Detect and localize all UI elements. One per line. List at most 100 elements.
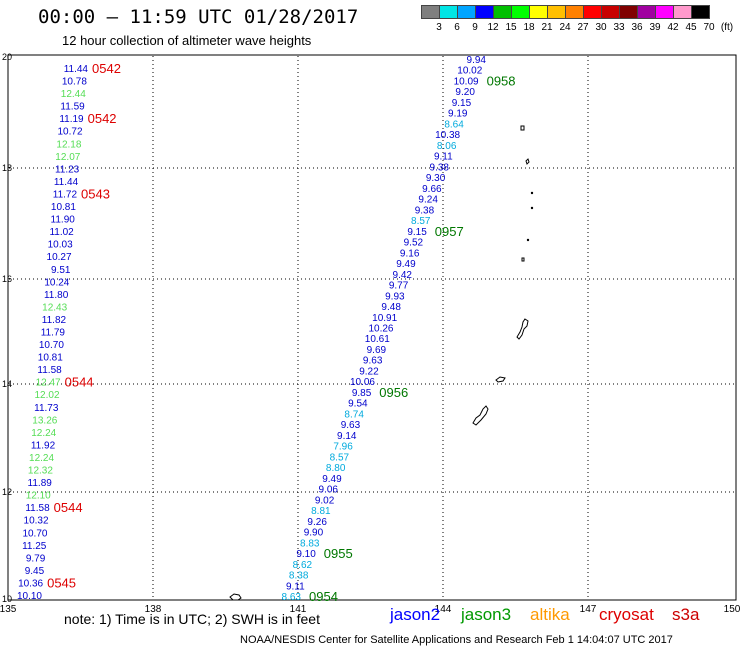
legend-label: 27 xyxy=(577,22,589,33)
wave-height-value: 9.20 xyxy=(455,87,475,98)
wave-height-value: 10.61 xyxy=(365,334,390,345)
legend-label: 36 xyxy=(631,22,643,33)
legend-label: 30 xyxy=(595,22,607,33)
wave-height-value: 9.38 xyxy=(430,162,450,173)
wave-height-value: 9.63 xyxy=(341,420,361,431)
wave-height-value: 8.83 xyxy=(300,538,320,549)
wave-height-value: 9.22 xyxy=(359,366,379,377)
track-right: 9.9410.0210.099.209.159.198.6410.388.069… xyxy=(282,55,516,604)
legend-label: 6 xyxy=(454,22,460,33)
wave-height-value: 11.23 xyxy=(55,164,80,175)
lat-label: 20 xyxy=(2,52,12,62)
wave-height-value: 12.47 xyxy=(36,378,61,389)
wave-height-value: 8.81 xyxy=(311,506,331,517)
pass-time-label: 0957 xyxy=(435,224,464,239)
pass-time-label: 0544 xyxy=(65,375,94,390)
wave-height-value: 9.77 xyxy=(389,281,409,292)
wave-height-value: 13.26 xyxy=(32,415,57,426)
wave-height-value: 8.80 xyxy=(326,463,346,474)
wave-height-value: 11.73 xyxy=(34,403,59,414)
grid-lines xyxy=(9,56,735,599)
wave-height-value: 9.85 xyxy=(352,388,372,399)
legend-label: 70 xyxy=(703,22,715,33)
wave-height-value: 7.96 xyxy=(333,442,353,453)
lat-label: 16 xyxy=(2,274,12,284)
map-title: 00:00 – 11:59 UTC 01/28/2017 xyxy=(38,6,359,28)
wave-height-value: 11.02 xyxy=(49,227,74,238)
island-shape xyxy=(526,238,530,242)
pass-time-label: 0542 xyxy=(92,61,121,76)
wave-height-value: 11.72 xyxy=(53,189,78,200)
legend-label: 42 xyxy=(667,22,679,33)
wave-height-value: 9.15 xyxy=(407,227,427,238)
wave-height-value: 11.25 xyxy=(22,541,47,552)
legend-label: 3 xyxy=(436,22,442,33)
island-shape xyxy=(472,405,489,426)
wave-height-value: 11.59 xyxy=(60,102,85,113)
wave-height-value: 9.48 xyxy=(381,302,401,313)
wave-height-value: 10.27 xyxy=(47,252,72,263)
wave-height-value: 10.32 xyxy=(24,516,49,527)
satellite-cryosat: cryosat xyxy=(599,605,654,624)
satellite-altika: altika xyxy=(530,605,570,624)
wave-height-value: 9.16 xyxy=(400,248,420,259)
legend-label: 18 xyxy=(523,22,535,33)
wave-height-value: 9.10 xyxy=(296,549,316,560)
legend-label: 15 xyxy=(505,22,517,33)
wave-height-value: 12.18 xyxy=(56,139,81,150)
island-shape xyxy=(520,125,525,131)
wave-height-value: 12.32 xyxy=(28,466,53,477)
wave-height-value: 9.66 xyxy=(422,184,442,195)
wave-height-value: 10.38 xyxy=(435,130,460,141)
wave-height-value: 9.69 xyxy=(367,345,387,356)
pass-time-label: 0545 xyxy=(47,575,76,590)
lat-label: 18 xyxy=(2,163,12,173)
wave-height-value: 8.57 xyxy=(330,452,350,463)
island-shape xyxy=(530,191,534,195)
lat-label: 14 xyxy=(2,379,12,389)
lon-label: 138 xyxy=(145,604,162,615)
wave-height-value: 10.02 xyxy=(457,66,482,77)
wave-height-value: 10.10 xyxy=(17,591,42,602)
wave-height-value: 12.43 xyxy=(42,302,67,313)
wave-height-value: 9.14 xyxy=(337,431,357,442)
legend-label: 45 xyxy=(685,22,697,33)
wave-height-value: 9.79 xyxy=(26,553,46,564)
pass-time-label: 0958 xyxy=(487,73,516,88)
wave-height-value: 11.44 xyxy=(64,64,89,75)
wave-height-value: 11.82 xyxy=(42,315,67,326)
wave-height-value: 12.24 xyxy=(31,428,56,439)
legend-swatch xyxy=(691,5,710,19)
legend-label: 21 xyxy=(541,22,553,33)
legend-label: 12 xyxy=(487,22,499,33)
wave-height-value: 9.49 xyxy=(396,259,416,270)
wave-height-value: 10.91 xyxy=(372,313,397,324)
legend-label: 33 xyxy=(613,22,625,33)
wave-height-value: 9.52 xyxy=(404,238,424,249)
wave-height-value: 10.26 xyxy=(368,324,393,335)
wave-height-value: 10.81 xyxy=(38,353,63,364)
wave-height-value: 11.58 xyxy=(37,365,62,376)
wave-height-value: 9.49 xyxy=(322,474,342,485)
legend-label: (ft) xyxy=(720,22,734,33)
legend-label: 39 xyxy=(649,22,661,33)
island-shape xyxy=(495,376,506,383)
wave-height-value: 9.02 xyxy=(315,495,335,506)
wave-height-value: 11.90 xyxy=(51,215,76,226)
wave-height-value: 9.90 xyxy=(304,528,324,539)
wave-height-value: 9.11 xyxy=(434,152,453,163)
wave-height-value: 12.02 xyxy=(34,390,59,401)
pass-time-label: 0956 xyxy=(379,385,408,400)
wave-height-value: 9.19 xyxy=(448,109,468,120)
map-frame xyxy=(7,54,737,601)
wave-height-value: 12.10 xyxy=(26,491,51,502)
lat-label: 10 xyxy=(2,594,12,604)
wave-height-value: 9.42 xyxy=(393,270,413,281)
island-shape xyxy=(229,593,242,601)
lon-label: 150 xyxy=(724,604,740,615)
wave-height-value: 11.19 xyxy=(59,114,84,125)
wave-height-value: 9.51 xyxy=(51,265,71,276)
pass-time-label: 0542 xyxy=(88,111,117,126)
satellite-jason2: jason2 xyxy=(390,605,441,624)
wave-height-value: 11.79 xyxy=(41,328,66,339)
